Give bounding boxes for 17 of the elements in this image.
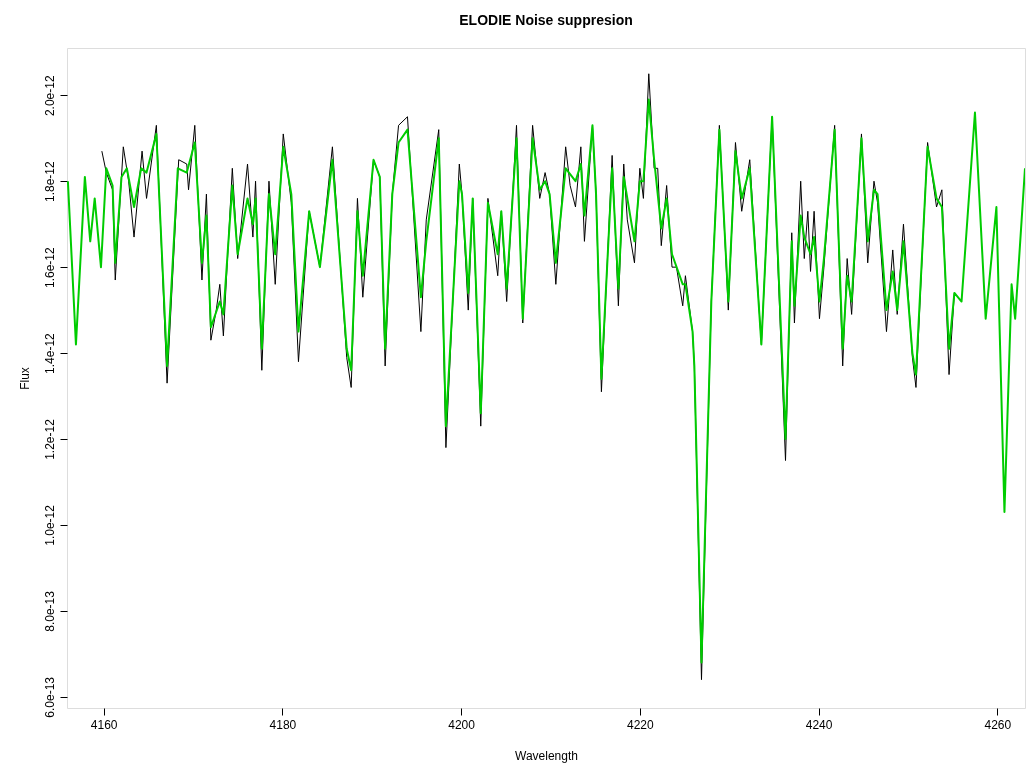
x-tick-label: 4200 bbox=[448, 717, 476, 732]
x-tick-label: 4240 bbox=[805, 717, 833, 732]
y-tick-label: 1.2e-12 bbox=[42, 418, 57, 460]
x-tick-label: 4160 bbox=[90, 717, 118, 732]
y-tick-label: 6.0e-13 bbox=[42, 676, 57, 718]
y-tick-label: 8.0e-13 bbox=[42, 590, 57, 632]
y-tick-label: 1.6e-12 bbox=[42, 246, 57, 288]
y-tick-label: 2.0e-12 bbox=[42, 75, 57, 117]
y-tick-label: 1.4e-12 bbox=[42, 332, 57, 374]
x-tick-label: 4220 bbox=[626, 717, 654, 732]
x-tick-label: 4260 bbox=[984, 717, 1012, 732]
x-tick-label: 4180 bbox=[269, 717, 297, 732]
y-tick-label: 1.0e-12 bbox=[42, 504, 57, 546]
x-axis-title: Wavelength bbox=[515, 748, 578, 763]
chart-title: ELODIE Noise suppresion bbox=[459, 12, 633, 28]
y-axis-title: Flux bbox=[17, 367, 32, 390]
y-tick-label: 1.8e-12 bbox=[42, 161, 57, 203]
